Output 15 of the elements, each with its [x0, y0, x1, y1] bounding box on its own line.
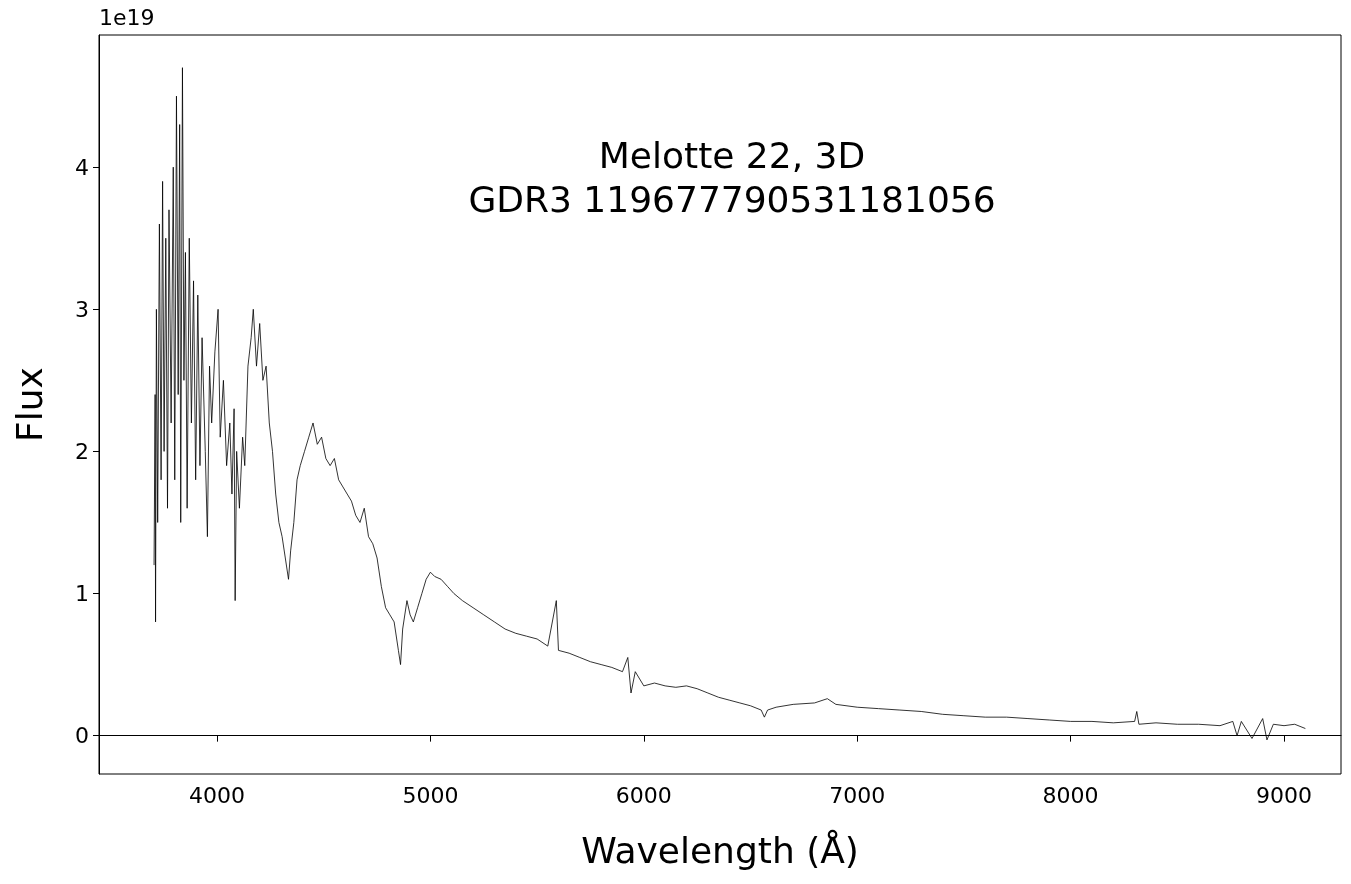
y-tick-label: 0	[75, 723, 89, 749]
x-tick-label: 6000	[615, 782, 672, 808]
text: Melotte 22, 3D GDR3 119677790531181056	[468, 134, 996, 220]
x-tick-label: 9000	[1256, 782, 1313, 808]
x-tick-label: 4000	[189, 782, 246, 808]
y-axis-title: Flux	[8, 367, 50, 442]
x-axis-title: Wavelength (Å)	[581, 828, 859, 871]
y-tick-label: 2	[75, 438, 89, 464]
text: 1e19	[99, 4, 155, 30]
y-tick-label: 4	[75, 154, 89, 180]
x-tick-label: 5000	[402, 782, 459, 808]
y-tick-label: 3	[75, 296, 89, 322]
x-tick-label: 8000	[1042, 782, 1099, 808]
y-tick-label: 1	[75, 581, 89, 607]
x-tick-label: 7000	[829, 782, 886, 808]
